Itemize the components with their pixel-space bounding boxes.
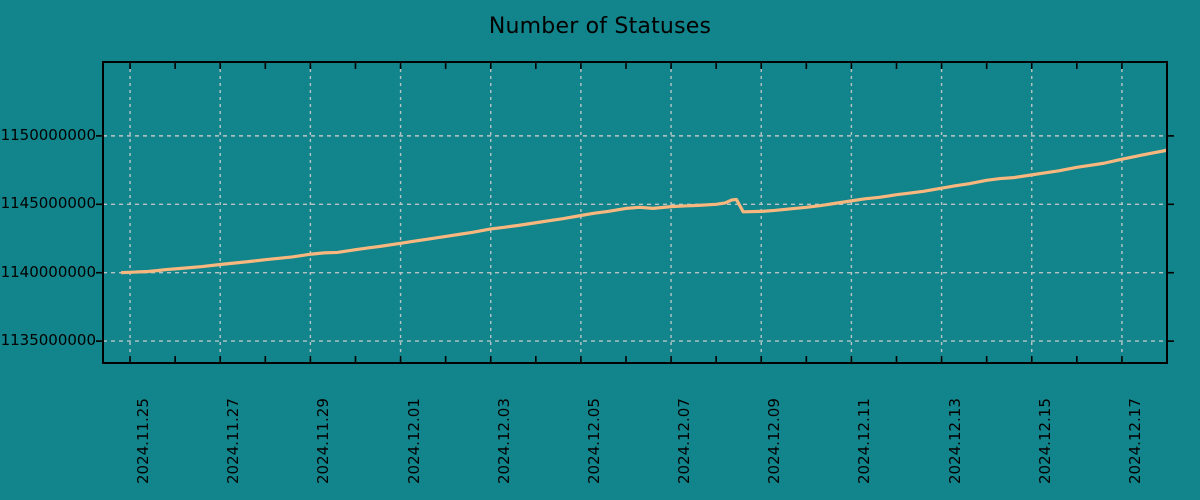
x-axis-tick-label: 2024.12.05 <box>584 398 603 484</box>
x-axis-tick-label: 2024.12.17 <box>1125 398 1144 484</box>
horizontal-gridlines <box>103 135 1167 342</box>
y-axis-tick-label: 1145000000 <box>0 194 96 213</box>
x-axis-tick-label: 2024.12.07 <box>675 398 694 484</box>
x-axis-tick-label: 2024.11.27 <box>224 398 243 484</box>
x-axis-tick-label: 2024.12.15 <box>1035 398 1054 484</box>
y-axis-tick-label: 1135000000 <box>0 331 96 350</box>
chart-title: Number of Statuses <box>488 14 712 39</box>
y-axis-ticks <box>96 135 1174 342</box>
plot-frame <box>102 61 1168 364</box>
x-axis-tick-label: 2024.12.11 <box>855 398 874 484</box>
y-axis-tick-label: 1140000000 <box>0 262 96 281</box>
y-axis-tick-label: 1150000000 <box>0 125 96 144</box>
vertical-gridlines <box>129 62 1123 363</box>
series-line-number-of-statuses <box>120 148 1168 275</box>
x-axis-tick-label: 2024.12.03 <box>494 398 513 484</box>
x-axis-tick-label: 2024.11.29 <box>314 398 333 484</box>
x-axis-tick-label: 2024.12.13 <box>945 398 964 484</box>
x-axis-tick-label: 2024.11.25 <box>134 398 153 484</box>
x-axis-tick-label: 2024.12.09 <box>765 398 784 484</box>
plot-background <box>103 62 1167 363</box>
x-axis-tick-label: 2024.12.01 <box>404 398 423 484</box>
